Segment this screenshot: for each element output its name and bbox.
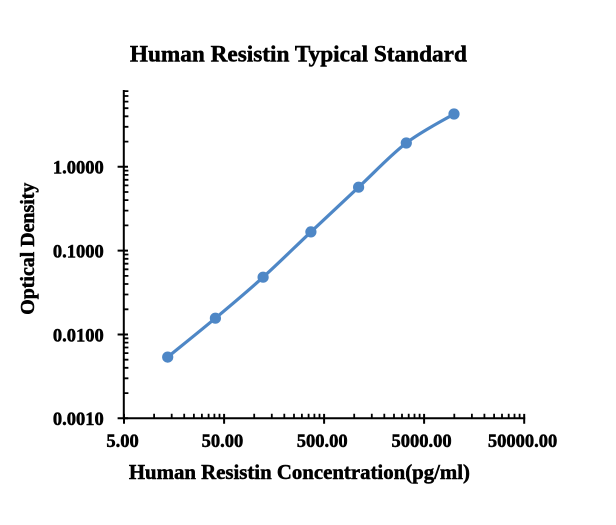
svg-text:Human Resistin Concentration(p: Human Resistin Concentration(pg/ml) xyxy=(129,460,470,484)
svg-text:1.0000: 1.0000 xyxy=(53,159,104,179)
svg-text:0.0010: 0.0010 xyxy=(53,410,104,430)
svg-text:0.0100: 0.0100 xyxy=(53,326,104,346)
svg-text:Optical Density: Optical Density xyxy=(17,183,39,315)
svg-text:50000.00: 50000.00 xyxy=(488,432,557,452)
svg-text:5000.00: 5000.00 xyxy=(391,432,451,452)
svg-text:Human Resistin Typical Standar: Human Resistin Typical Standard xyxy=(130,41,467,67)
svg-text:500.00: 500.00 xyxy=(297,432,348,452)
svg-text:0.1000: 0.1000 xyxy=(53,242,104,262)
svg-text:50.00: 50.00 xyxy=(202,432,244,452)
svg-text:5.00: 5.00 xyxy=(106,432,138,452)
